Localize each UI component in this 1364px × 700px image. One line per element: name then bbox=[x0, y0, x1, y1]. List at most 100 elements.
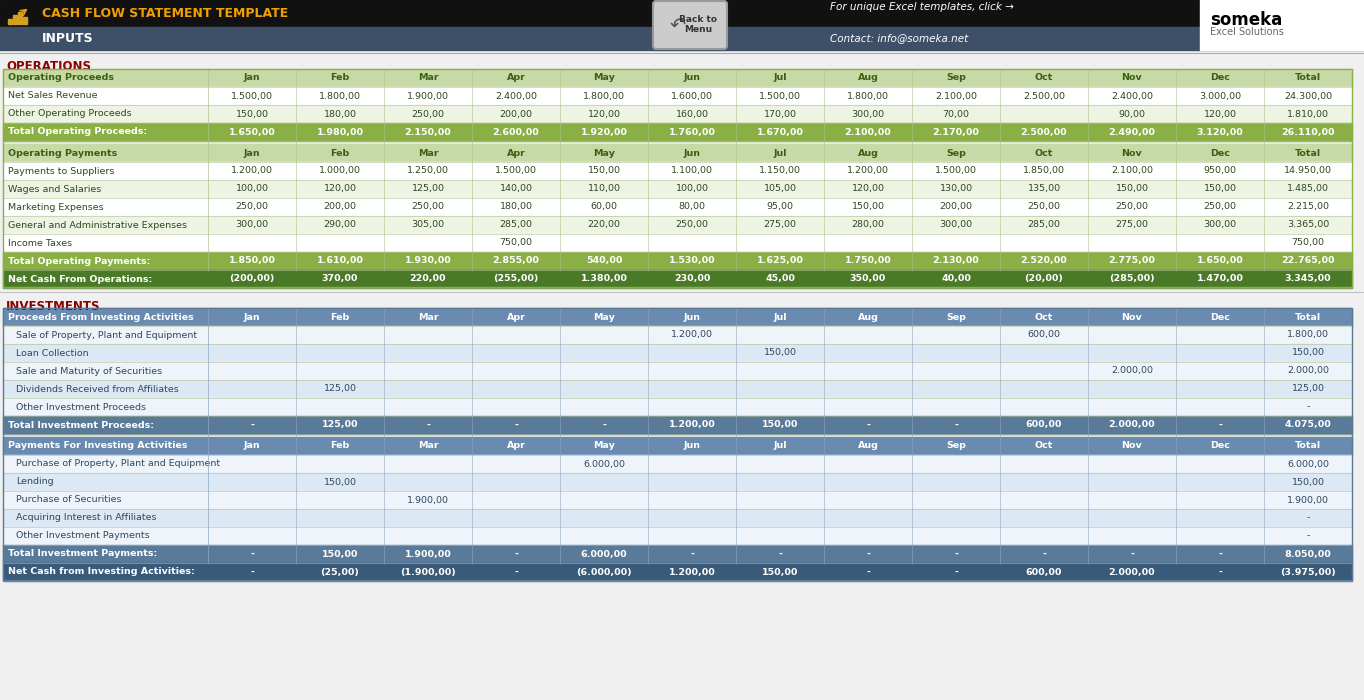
Text: 105,00: 105,00 bbox=[764, 185, 797, 193]
Text: 150,00: 150,00 bbox=[764, 349, 797, 358]
Text: 125,00: 125,00 bbox=[323, 384, 356, 393]
Text: Mar: Mar bbox=[417, 74, 438, 83]
Text: 4.075,00: 4.075,00 bbox=[1285, 421, 1331, 430]
Bar bbox=[3, 252, 1352, 270]
Text: Total: Total bbox=[1294, 74, 1322, 83]
Text: Feb: Feb bbox=[330, 442, 349, 451]
Text: 2.775,00: 2.775,00 bbox=[1109, 256, 1155, 265]
Text: 1.150,00: 1.150,00 bbox=[758, 167, 801, 176]
Text: 1.000,00: 1.000,00 bbox=[319, 167, 361, 176]
Text: -: - bbox=[1129, 550, 1133, 559]
Text: 250,00: 250,00 bbox=[1027, 202, 1060, 211]
Text: 120,00: 120,00 bbox=[1203, 109, 1237, 118]
Bar bbox=[3, 545, 1352, 563]
Text: 1.980,00: 1.980,00 bbox=[316, 127, 363, 136]
Text: 1.930,00: 1.930,00 bbox=[405, 256, 451, 265]
Text: 300,00: 300,00 bbox=[236, 220, 269, 230]
Bar bbox=[14, 15, 16, 24]
Text: 2.500,00: 2.500,00 bbox=[1020, 127, 1067, 136]
Text: Total Operating Proceeds:: Total Operating Proceeds: bbox=[8, 127, 147, 136]
Text: 1.610,00: 1.610,00 bbox=[316, 256, 363, 265]
Text: 40,00: 40,00 bbox=[941, 274, 971, 284]
Text: Mar: Mar bbox=[417, 312, 438, 321]
Text: Other Operating Proceeds: Other Operating Proceeds bbox=[8, 109, 131, 118]
Text: General and Administrative Expenses: General and Administrative Expenses bbox=[8, 220, 187, 230]
Text: 280,00: 280,00 bbox=[851, 220, 884, 230]
Bar bbox=[3, 69, 1352, 287]
Bar bbox=[3, 416, 1352, 434]
Text: Jun: Jun bbox=[683, 442, 701, 451]
Text: 200,00: 200,00 bbox=[940, 202, 973, 211]
Text: Net Sales Revenue: Net Sales Revenue bbox=[8, 92, 97, 101]
Text: 125,00: 125,00 bbox=[1292, 384, 1324, 393]
Text: -: - bbox=[1042, 550, 1046, 559]
Text: 2.500,00: 2.500,00 bbox=[1023, 92, 1065, 101]
Text: Nov: Nov bbox=[1121, 442, 1143, 451]
Text: 600,00: 600,00 bbox=[1026, 568, 1063, 577]
Text: 1.500,00: 1.500,00 bbox=[231, 92, 273, 101]
Bar bbox=[3, 362, 1352, 380]
Text: Jun: Jun bbox=[683, 312, 701, 321]
Text: Dividends Received from Affiliates: Dividends Received from Affiliates bbox=[16, 384, 179, 393]
Text: 3.345,00: 3.345,00 bbox=[1285, 274, 1331, 284]
Text: 6.000,00: 6.000,00 bbox=[1288, 459, 1329, 468]
Text: 750,00: 750,00 bbox=[499, 239, 532, 248]
Text: 150,00: 150,00 bbox=[1116, 185, 1148, 193]
Text: (20,00): (20,00) bbox=[1024, 274, 1064, 284]
Text: 1.470,00: 1.470,00 bbox=[1196, 274, 1244, 284]
Text: Oct: Oct bbox=[1035, 148, 1053, 158]
Bar bbox=[3, 509, 1352, 527]
Text: Jan: Jan bbox=[244, 148, 261, 158]
Text: 1.800,00: 1.800,00 bbox=[582, 92, 625, 101]
Text: Jan: Jan bbox=[244, 74, 261, 83]
Text: 180,00: 180,00 bbox=[323, 109, 356, 118]
Bar bbox=[3, 69, 1352, 87]
Text: 1.800,00: 1.800,00 bbox=[847, 92, 889, 101]
Text: 170,00: 170,00 bbox=[764, 109, 797, 118]
Text: 1.500,00: 1.500,00 bbox=[758, 92, 801, 101]
Text: -: - bbox=[777, 550, 782, 559]
Text: For unique Excel templates, click →: For unique Excel templates, click → bbox=[831, 1, 1013, 12]
Text: Mar: Mar bbox=[417, 442, 438, 451]
Bar bbox=[3, 398, 1352, 416]
Text: Back to: Back to bbox=[679, 15, 717, 24]
Text: Nov: Nov bbox=[1121, 74, 1143, 83]
Text: 135,00: 135,00 bbox=[1027, 185, 1061, 193]
Text: Sep: Sep bbox=[947, 312, 966, 321]
Text: Aug: Aug bbox=[858, 312, 878, 321]
FancyBboxPatch shape bbox=[653, 1, 727, 49]
Text: Mar: Mar bbox=[417, 148, 438, 158]
Bar bbox=[3, 105, 1352, 123]
Text: -: - bbox=[953, 421, 958, 430]
Text: 120,00: 120,00 bbox=[588, 109, 621, 118]
Bar bbox=[3, 527, 1352, 545]
Text: INPUTS: INPUTS bbox=[42, 32, 94, 45]
Text: Total: Total bbox=[1294, 442, 1322, 451]
Text: Jul: Jul bbox=[773, 312, 787, 321]
Text: 100,00: 100,00 bbox=[236, 185, 269, 193]
Text: 200,00: 200,00 bbox=[323, 202, 356, 211]
Text: -: - bbox=[602, 421, 606, 430]
Text: Marketing Expenses: Marketing Expenses bbox=[8, 202, 104, 211]
Text: Excel Solutions: Excel Solutions bbox=[1210, 27, 1284, 37]
Bar bbox=[3, 87, 1352, 105]
Text: 250,00: 250,00 bbox=[1116, 202, 1148, 211]
Bar bbox=[3, 198, 1352, 216]
Text: 1.650,00: 1.650,00 bbox=[1196, 256, 1244, 265]
Text: 2.130,00: 2.130,00 bbox=[933, 256, 979, 265]
Bar bbox=[3, 380, 1352, 398]
Text: 220,00: 220,00 bbox=[588, 220, 621, 230]
Text: Purchase of Property, Plant and Equipment: Purchase of Property, Plant and Equipmen… bbox=[16, 459, 220, 468]
Text: Contact: info@someka.net: Contact: info@someka.net bbox=[831, 34, 968, 43]
Text: Payments For Investing Activities: Payments For Investing Activities bbox=[8, 442, 187, 451]
Text: 22.765,00: 22.765,00 bbox=[1281, 256, 1335, 265]
Bar bbox=[3, 455, 1352, 473]
Text: 2.000,00: 2.000,00 bbox=[1109, 421, 1155, 430]
Bar bbox=[3, 563, 1352, 581]
Text: 80,00: 80,00 bbox=[678, 202, 705, 211]
Text: -: - bbox=[866, 550, 870, 559]
Bar bbox=[3, 308, 1352, 326]
Text: 2.400,00: 2.400,00 bbox=[1112, 92, 1153, 101]
Bar bbox=[3, 326, 1352, 344]
Text: -: - bbox=[1307, 514, 1309, 522]
